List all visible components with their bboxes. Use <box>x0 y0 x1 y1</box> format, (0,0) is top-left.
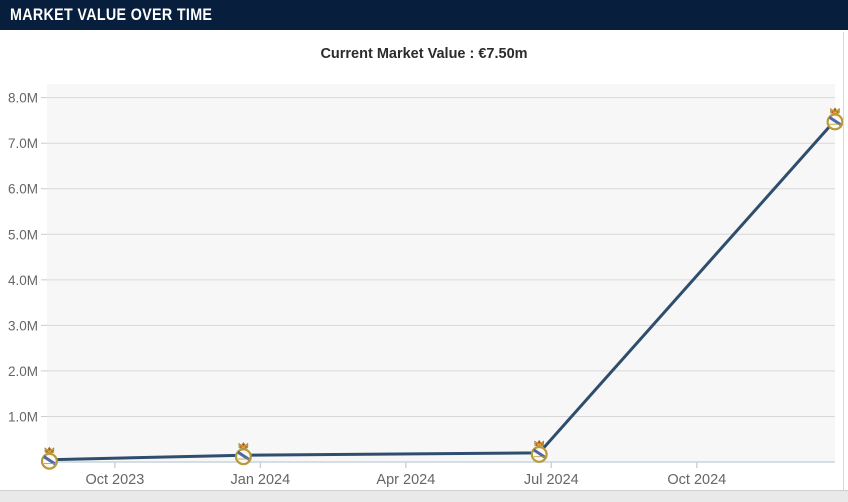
y-axis-label: 8.0M <box>8 91 38 106</box>
y-axis-label: 1.0M <box>8 409 38 424</box>
y-axis-label: 4.0M <box>8 273 38 288</box>
y-axis-label: 2.0M <box>8 364 38 379</box>
y-axis-label: 6.0M <box>8 182 38 197</box>
page-title: MARKET VALUE OVER TIME <box>10 5 213 24</box>
y-axis-label: 7.0M <box>8 136 38 151</box>
current-market-value-label: Current Market Value : €7.50m <box>320 46 528 62</box>
x-axis-label: Jul 2024 <box>524 472 579 488</box>
x-axis-label: Oct 2024 <box>667 472 726 488</box>
content-right-border <box>843 32 844 490</box>
page-bottom-strip <box>0 490 848 502</box>
widget-header: MARKET VALUE OVER TIME <box>0 0 848 30</box>
x-axis-label: Apr 2024 <box>376 472 435 488</box>
market-value-line <box>47 118 837 462</box>
market-value-chart: 1.0M 2.0M 3.0M 4.0M 5.0M 6.0M 7.0M 8.0M Oct 2023… <box>0 72 848 490</box>
plot-area[interactable] <box>47 84 835 462</box>
x-axis-label: Oct 2023 <box>85 472 144 488</box>
y-axis-label: 5.0M <box>8 227 38 242</box>
y-axis-label: 3.0M <box>8 318 38 333</box>
market-value-chart-svg: 1.0M 2.0M 3.0M 4.0M 5.0M 6.0M 7.0M 8.0M Oct 2023… <box>8 84 844 488</box>
x-axis-label: Jan 2024 <box>231 472 291 488</box>
